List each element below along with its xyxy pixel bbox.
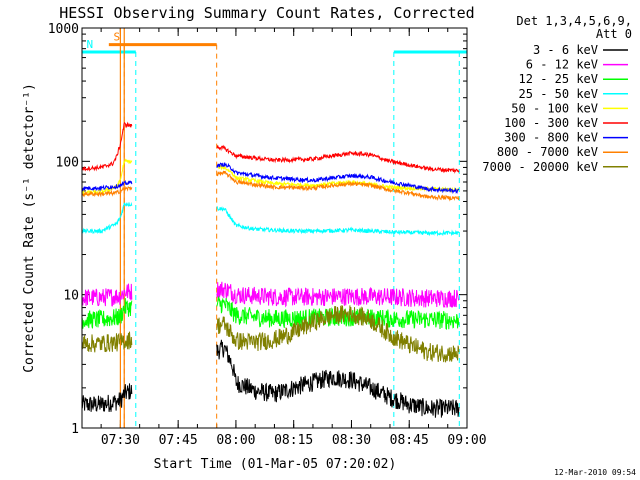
observing-flags: SN bbox=[81, 28, 467, 428]
legend-label: 800 - 7000 keV bbox=[497, 145, 598, 159]
series-line bbox=[216, 163, 460, 194]
series-line bbox=[216, 170, 460, 202]
series-line bbox=[81, 185, 133, 198]
x-tick-label: 07:45 bbox=[159, 433, 198, 448]
legend-label: 50 - 100 keV bbox=[511, 101, 598, 115]
series-line bbox=[216, 281, 460, 308]
chart-title: HESSI Observing Summary Count Rates, Cor… bbox=[59, 4, 474, 22]
x-tick-label: 09:00 bbox=[447, 433, 486, 448]
flag-label: S bbox=[114, 31, 121, 44]
x-tick-label: 08:30 bbox=[332, 433, 371, 448]
series-line bbox=[81, 179, 133, 192]
series-line bbox=[81, 331, 133, 353]
series-line bbox=[81, 201, 133, 235]
y-tick-label: 100 bbox=[56, 155, 79, 170]
series-line bbox=[216, 162, 460, 194]
axis-ticks bbox=[82, 27, 468, 429]
series-group bbox=[81, 121, 460, 418]
series-line bbox=[81, 383, 133, 412]
series-line bbox=[216, 339, 460, 418]
x-tick-label: 08:15 bbox=[274, 433, 313, 448]
x-axis-label: Start Time (01-Mar-05 07:20:02) bbox=[154, 457, 397, 472]
y-tick-label: 1000 bbox=[48, 22, 79, 37]
series-line bbox=[81, 121, 133, 172]
y-tick-label: 10 bbox=[63, 289, 79, 304]
series-line bbox=[216, 304, 460, 363]
legend-header-line-1: Det 1,3,4,5,6,9, bbox=[516, 14, 632, 28]
series-line bbox=[81, 298, 133, 329]
x-tick-label: 08:00 bbox=[216, 433, 255, 448]
legend-label: 7000 - 20000 keV bbox=[482, 160, 598, 174]
y-tick-label: 1 bbox=[71, 422, 79, 437]
y-axis-label: Corrected Count Rate (s⁻¹ detector⁻¹) bbox=[22, 83, 37, 373]
y-tick-labels: 1 10 100 1000 bbox=[48, 22, 79, 437]
legend-label: 25 - 50 keV bbox=[519, 87, 598, 101]
legend-label: 100 - 300 keV bbox=[504, 116, 598, 130]
legend-label: 300 - 800 keV bbox=[504, 131, 598, 145]
series-line bbox=[216, 295, 460, 330]
legend-label: 12 - 25 keV bbox=[519, 72, 598, 86]
x-tick-label: 07:30 bbox=[101, 433, 140, 448]
legend-label: 6 - 12 keV bbox=[526, 58, 598, 72]
plot-frame bbox=[81, 27, 468, 429]
series-line bbox=[216, 144, 460, 174]
series-line bbox=[216, 205, 460, 237]
timestamp: 12-Mar-2010 09:54 bbox=[554, 468, 636, 477]
x-tick-labels: 07:30 07:45 08:00 08:15 08:30 08:45 09:00 bbox=[101, 433, 487, 448]
legend-label: 3 - 6 keV bbox=[533, 43, 598, 57]
x-tick-label: 08:45 bbox=[390, 433, 429, 448]
series-line bbox=[81, 283, 133, 307]
legend-header-line-2: Att 0 bbox=[596, 27, 632, 41]
flag-label: N bbox=[87, 38, 94, 51]
